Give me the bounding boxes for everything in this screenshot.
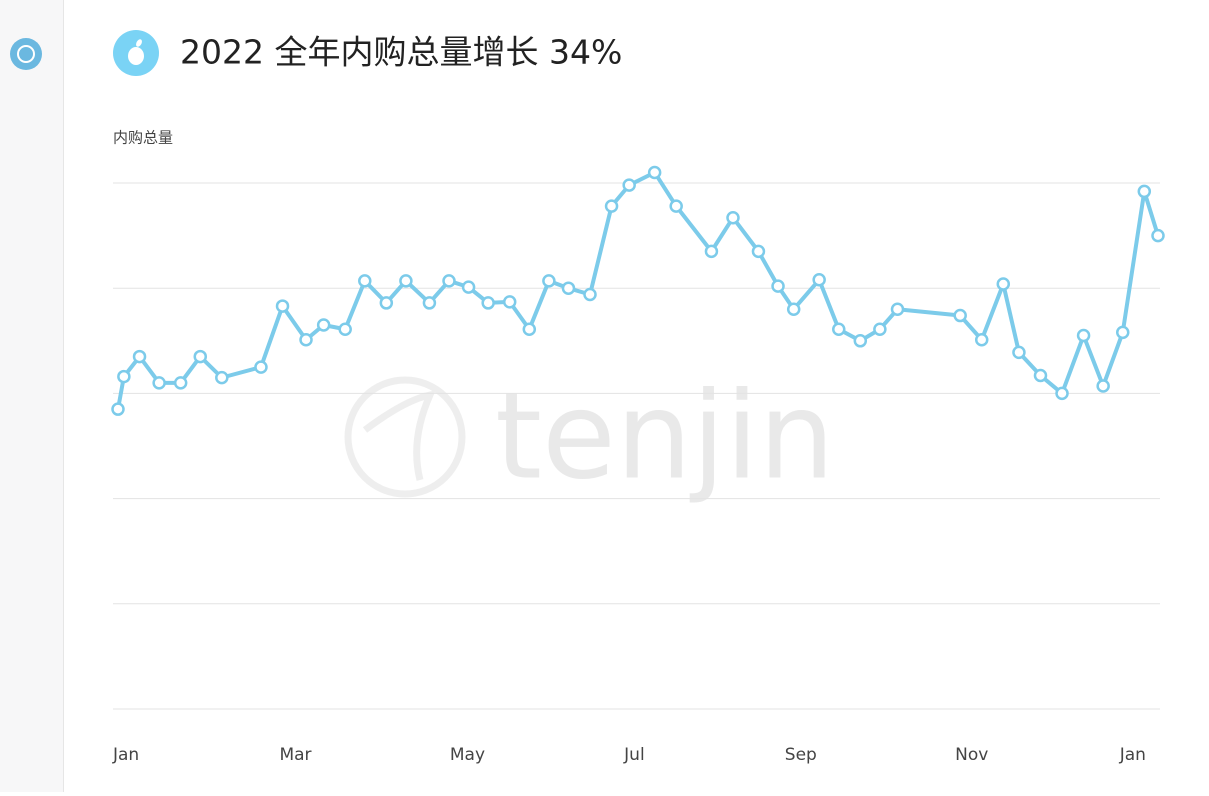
x-tick-label: Nov xyxy=(955,745,988,765)
watermark-logo xyxy=(344,376,466,498)
point xyxy=(542,274,556,288)
point xyxy=(953,308,967,323)
point xyxy=(1012,345,1026,360)
point xyxy=(974,332,989,347)
point xyxy=(193,349,208,364)
point xyxy=(812,273,826,287)
point xyxy=(1151,228,1165,243)
point xyxy=(338,322,352,336)
point xyxy=(254,360,268,374)
point xyxy=(1115,325,1130,340)
point xyxy=(786,302,801,316)
chart-title: 2022 全年内购总量增长 34% xyxy=(180,33,622,72)
point xyxy=(726,210,740,225)
point xyxy=(461,280,476,294)
y-axis-label: 内购总量 xyxy=(113,129,173,147)
point xyxy=(751,244,766,259)
point xyxy=(152,376,166,390)
point xyxy=(1137,184,1152,199)
sidebar-icon[interactable] xyxy=(10,38,42,70)
point xyxy=(604,199,619,213)
point xyxy=(379,296,394,310)
point xyxy=(1096,379,1110,393)
x-tick-label: Jan xyxy=(1119,745,1146,765)
point xyxy=(1033,368,1048,383)
point xyxy=(132,349,147,364)
point xyxy=(561,281,576,295)
x-tick-label: Mar xyxy=(279,745,311,765)
point xyxy=(853,334,868,348)
point xyxy=(1076,328,1091,343)
point xyxy=(622,178,636,192)
point xyxy=(358,274,372,288)
x-tick-label: Sep xyxy=(785,745,817,765)
point xyxy=(173,376,188,390)
app-icon xyxy=(113,30,159,76)
point xyxy=(111,402,125,416)
point xyxy=(873,322,887,336)
point xyxy=(316,318,331,332)
point xyxy=(890,302,905,316)
point xyxy=(275,299,290,313)
point xyxy=(1055,386,1069,401)
point xyxy=(832,322,846,336)
point xyxy=(704,244,719,259)
point xyxy=(647,165,662,180)
point xyxy=(117,369,131,384)
point xyxy=(502,295,517,309)
point xyxy=(422,296,437,310)
watermark: tenjin xyxy=(495,368,835,507)
point xyxy=(522,322,537,336)
point xyxy=(299,332,313,347)
point xyxy=(481,296,495,310)
point xyxy=(442,274,456,288)
point xyxy=(996,277,1011,291)
point xyxy=(583,287,597,302)
point xyxy=(771,279,785,293)
point xyxy=(669,199,683,213)
point xyxy=(215,370,229,385)
x-tick-label: Jan xyxy=(112,745,139,765)
x-tick-label: Jul xyxy=(623,745,645,765)
sidebar xyxy=(0,0,63,792)
point xyxy=(399,274,413,288)
x-tick-label: May xyxy=(450,745,485,765)
